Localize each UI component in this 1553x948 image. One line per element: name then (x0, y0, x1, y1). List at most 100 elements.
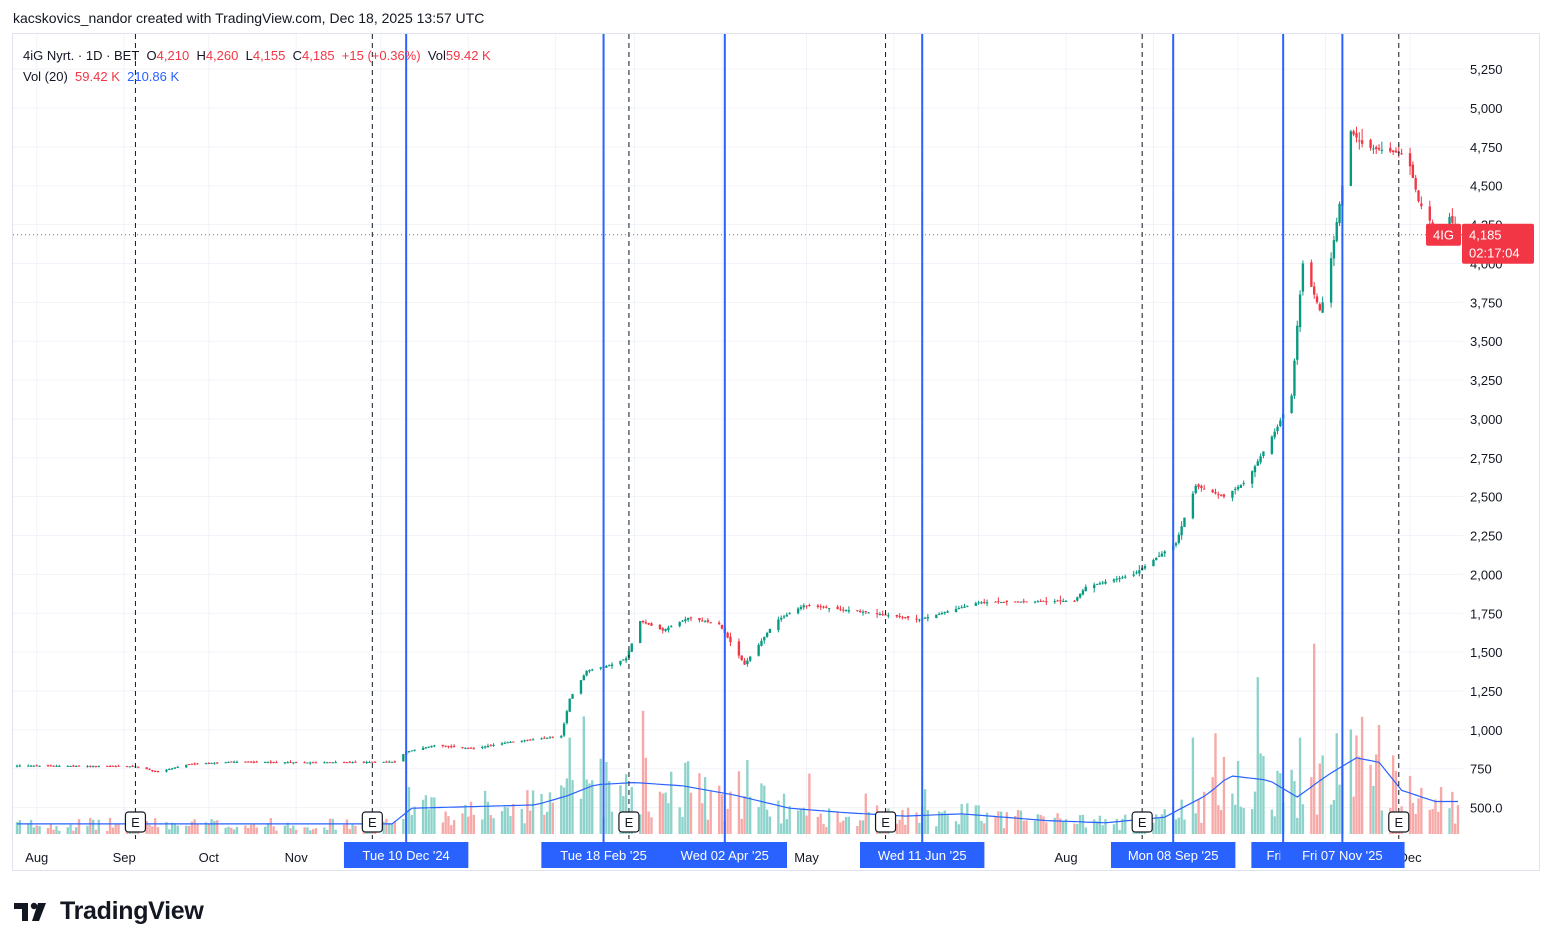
earnings-marker-icon[interactable] (618, 811, 640, 833)
volume-bar (906, 807, 910, 834)
candle-body (117, 765, 120, 767)
symbol-price-tag[interactable] (1426, 223, 1461, 246)
event-date-tag[interactable] (541, 842, 666, 868)
candle-body (1239, 485, 1243, 488)
candle-body (901, 616, 904, 618)
y-axis-tick-label: 750 (1470, 762, 1492, 777)
candle-body (1417, 190, 1420, 202)
volume-bar (1408, 776, 1412, 834)
volume-bar (946, 814, 949, 834)
volume-ma-value-a: 59.42 K (75, 69, 120, 84)
volume-bar (35, 825, 38, 834)
candle-body (292, 762, 295, 764)
earnings-marker-icon[interactable] (361, 811, 383, 833)
candle-body (678, 622, 681, 627)
candle-body (472, 748, 476, 750)
candle-body (664, 628, 667, 631)
candle-body (1377, 148, 1381, 150)
event-date-tag[interactable] (343, 842, 469, 868)
candle-body (985, 602, 989, 604)
volume-bar (464, 804, 467, 834)
candle-body (562, 723, 566, 736)
candle-body (354, 761, 357, 763)
earnings-marker-icon[interactable] (874, 811, 897, 833)
candle-body (875, 613, 879, 615)
volume-bar (726, 808, 729, 834)
candle-body (545, 737, 549, 739)
earnings-marker-icon[interactable] (124, 811, 147, 833)
candle-body (749, 656, 752, 661)
volume-bar (1394, 770, 1398, 834)
volume-bar (1174, 819, 1178, 834)
candle-body (407, 751, 411, 753)
volume-bar (1098, 815, 1102, 834)
symbol-label[interactable]: 4iG Nyrt. · 1D · BET (23, 48, 140, 63)
candle-body (173, 767, 177, 769)
volume-ma-label[interactable]: Vol (20) (23, 69, 68, 84)
candle-body (644, 622, 648, 624)
earnings-marker-icon[interactable] (1131, 811, 1153, 833)
volume-bar (1332, 800, 1336, 834)
volume-bar (421, 799, 425, 834)
volume-bar (427, 809, 430, 834)
volume-bar (1084, 827, 1087, 834)
volume-bar (1296, 817, 1299, 834)
volume-bar (923, 789, 927, 834)
candle-body (156, 770, 160, 772)
volume-bar (433, 797, 436, 834)
volume-bar (641, 710, 645, 834)
event-date-tag[interactable] (1280, 842, 1405, 868)
event-date-tag[interactable] (1110, 842, 1236, 868)
volume-bar (1456, 805, 1460, 834)
y-axis-tick-label: 500.0 (1470, 801, 1503, 816)
candle-body (421, 747, 425, 750)
candle-body (58, 765, 61, 767)
candle-body (49, 765, 53, 767)
candle-body (847, 610, 851, 612)
volume-bar (266, 823, 270, 834)
candle-body (1115, 578, 1118, 580)
candle-body (765, 632, 769, 637)
tradingview-logo[interactable]: TradingView (14, 897, 204, 926)
volume-bar (686, 761, 690, 834)
volume-bar (608, 780, 611, 834)
chart-frame[interactable]: EEEEEE5,2505,0004,7504,5004,2504,0003,75… (12, 33, 1540, 871)
candle-body (303, 762, 306, 764)
last-price-tag[interactable] (1462, 223, 1534, 264)
candle-body (881, 614, 884, 616)
earnings-marker-label: E (881, 815, 890, 830)
volume-bar (216, 820, 219, 834)
candle-body (627, 650, 631, 658)
volume-legend-row: Vol (20) 59.42 K 210.86 K (23, 66, 491, 87)
volume-bar (348, 829, 351, 834)
volume-bar (624, 774, 628, 834)
volume-bar (1231, 793, 1234, 834)
volume-bar (1338, 784, 1341, 834)
price-chart[interactable]: EEEEEE5,2505,0004,7504,5004,2504,0003,75… (13, 34, 1541, 872)
volume-bar (658, 791, 662, 834)
candle-body (802, 605, 805, 608)
candle-body (667, 627, 670, 630)
volume-bar (345, 819, 349, 834)
candle-body (286, 762, 289, 764)
candle-body (808, 605, 811, 607)
candle-body (785, 614, 789, 617)
candle-body (763, 636, 766, 641)
volume-bar (309, 830, 312, 834)
candle-body (1338, 203, 1341, 224)
low-value: 4,155 (252, 48, 286, 63)
candle-body (382, 761, 385, 763)
candle-body (788, 613, 791, 615)
candle-body (1214, 492, 1217, 494)
candle-body (170, 768, 174, 770)
event-date-tag[interactable] (860, 842, 985, 868)
candle-body (247, 761, 250, 763)
earnings-marker-icon[interactable] (1388, 811, 1410, 833)
event-date-tag[interactable] (662, 842, 788, 868)
candle-body (1064, 600, 1068, 602)
candle-body (137, 766, 140, 768)
volume-bar (500, 811, 504, 834)
volume-bar (689, 792, 693, 834)
candle-body (822, 606, 825, 608)
volume-bar (560, 785, 563, 834)
